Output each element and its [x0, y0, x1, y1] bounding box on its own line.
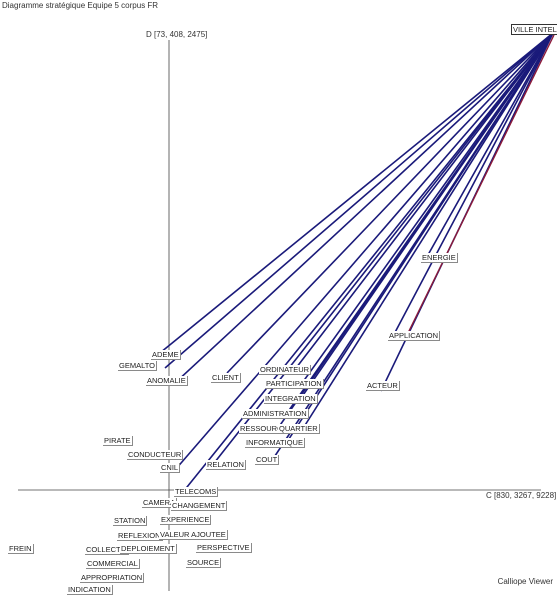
term-reflexion[interactable]: REFLEXION [117, 531, 163, 541]
term-indication[interactable]: INDICATION [67, 585, 113, 595]
link-anomalie [174, 32, 554, 384]
term-application[interactable]: APPLICATION [388, 331, 441, 341]
term-valeur-ajoutee[interactable]: VALEUR AJOUTEE [159, 530, 228, 540]
link-cnil [174, 32, 554, 471]
term-ordinateur[interactable]: ORDINATEUR [259, 365, 312, 375]
term-ademe[interactable]: ADEME [151, 350, 181, 360]
term-source[interactable]: SOURCE [186, 558, 222, 568]
term-anomalie[interactable]: ANOMALIE [146, 376, 188, 386]
term-acteur[interactable]: ACTEUR [366, 381, 400, 391]
viewer-footer: Calliope Viewer [497, 577, 553, 586]
link-lines [154, 32, 555, 493]
term-client[interactable]: CLIENT [211, 373, 241, 383]
link-application-highlight [407, 34, 555, 334]
term-station[interactable]: STATION [113, 516, 148, 526]
term-cout[interactable]: COUT [255, 455, 280, 465]
link-quartier [301, 32, 554, 431]
link-cout [270, 32, 554, 463]
axis-d-label: D [73, 408, 2475] [146, 30, 208, 39]
term-telecoms[interactable]: TELECOMS [174, 487, 219, 497]
term-frein[interactable]: FREIN [8, 544, 34, 554]
term-experience[interactable]: EXPERIENCE [160, 515, 212, 525]
term-changement[interactable]: CHANGEMENT [171, 501, 228, 511]
axis-c-label: C [830, 3267, 9228] [486, 491, 557, 500]
term-integration[interactable]: INTEGRATION [264, 394, 318, 404]
term-ville-intellige[interactable]: VILLE INTELLIGE [511, 24, 557, 35]
term-administration[interactable]: ADMINISTRATION [242, 409, 309, 419]
term-quartier[interactable]: QUARTIER [278, 424, 320, 434]
term-pirate[interactable]: PIRATE [103, 436, 133, 446]
term-perspective[interactable]: PERSPECTIVE [196, 543, 252, 553]
link-energie [423, 32, 554, 263]
link-ressource [275, 32, 554, 432]
link-gemalto [164, 32, 554, 369]
link-application [390, 32, 554, 341]
link-ordinateur [292, 32, 554, 373]
diagram-title: Diagramme stratégique Equipe 5 corpus FR [2, 1, 159, 10]
term-appropriation[interactable]: APPROPRIATION [80, 573, 145, 583]
term-gemalto[interactable]: GEMALTO [118, 361, 157, 371]
term-commercial[interactable]: COMMERCIAL [86, 559, 140, 569]
term-conducteur[interactable]: CONDUCTEUR [127, 450, 184, 460]
term-energie[interactable]: ENERGIE [421, 253, 458, 263]
link-participation [299, 32, 554, 387]
term-participation[interactable]: PARTICIPATION [265, 379, 324, 389]
term-informatique[interactable]: INFORMATIQUE [245, 438, 305, 448]
link-relation [210, 32, 554, 468]
term-relation[interactable]: RELATION [206, 460, 246, 470]
term-cnil[interactable]: CNIL [160, 463, 181, 473]
term-deploiement[interactable]: DEPLOIEMENT [120, 544, 177, 554]
link-client [226, 32, 554, 374]
link-ademe [154, 32, 554, 358]
